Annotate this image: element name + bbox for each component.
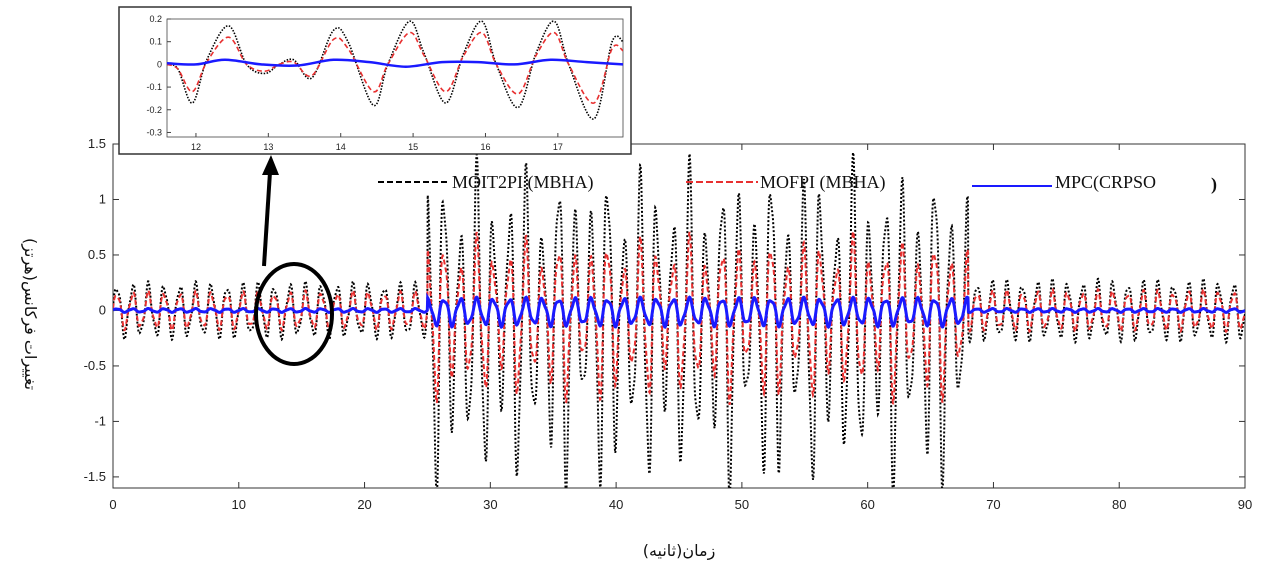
- inset-y-tick-label: 0.1: [149, 37, 162, 47]
- series-line-mofpi: [113, 230, 1245, 406]
- zoom-arrow-head: [262, 155, 279, 175]
- inset-series-group: [167, 20, 623, 120]
- legend-closing-paren: ): [1211, 174, 1217, 195]
- inset-x-tick-label: 17: [553, 142, 563, 152]
- main-series-group: [113, 151, 1245, 488]
- inset-y-tick-label: 0.2: [149, 14, 162, 24]
- inset-y-tick-label: -0.3: [146, 127, 162, 137]
- zoom-region-ellipse: [254, 262, 334, 366]
- inset-x-tick-label: 15: [408, 142, 418, 152]
- inset-ticks: 12 13 14 15 16 17 0.2 0.1 0 -0.1 -0.2 -0.3: [146, 14, 562, 152]
- legend-label-mpc: MPC(CRPSO: [1055, 172, 1156, 193]
- inset-x-tick-label: 13: [263, 142, 273, 152]
- y-tick-label: -1.5: [84, 469, 106, 484]
- inset-y-tick-label: 0: [157, 59, 162, 69]
- x-tick-label: 80: [1112, 497, 1126, 512]
- series-line-mpc: [113, 292, 1245, 329]
- x-tick-label: 60: [860, 497, 874, 512]
- inset-y-tick-label: -0.1: [146, 82, 162, 92]
- x-tick-label: 30: [483, 497, 497, 512]
- y-tick-label: -1: [94, 413, 106, 428]
- y-axis-title: تغییرات فرکانس(هرتز): [20, 238, 40, 390]
- inset-y-tick-label: -0.2: [146, 105, 162, 115]
- x-tick-label: 70: [986, 497, 1000, 512]
- zoom-arrow-shaft: [262, 171, 272, 267]
- y-tick-label: 1: [99, 191, 106, 206]
- inset-x-tick-label: 14: [336, 142, 346, 152]
- y-tick-label: 0.5: [88, 247, 106, 262]
- inset-series-line-moit2pi: [167, 20, 623, 120]
- inset-x-tick-label: 12: [191, 142, 201, 152]
- legend-label-mofpi: MOFPI (MBHA): [760, 172, 886, 193]
- x-tick-label: 40: [609, 497, 623, 512]
- y-tick-label: 0: [99, 302, 106, 317]
- x-tick-label: 0: [109, 497, 116, 512]
- inset-x-tick-label: 16: [480, 142, 490, 152]
- y-tick-label: -0.5: [84, 358, 106, 373]
- x-tick-label: 90: [1238, 497, 1252, 512]
- y-tick-label: 1.5: [88, 136, 106, 151]
- x-tick-label: 10: [232, 497, 246, 512]
- x-axis-title: زمان(ثانیه): [643, 541, 716, 561]
- inset-plot-frame: [166, 18, 624, 138]
- legend-label-moit2pi: MOIT2PI (MBHA): [452, 172, 594, 193]
- inset-series-line-mofpi: [167, 31, 623, 104]
- legend: MOIT2PI (MBHA) MOFPI (MBHA) MPC(CRPSO ): [378, 172, 1217, 195]
- main-ticks: 0 10 20 30 40 50 60 70 80 90 -1.5 -1 -0.5 0 0.5 1 1.5: [84, 136, 1253, 512]
- x-tick-label: 50: [735, 497, 749, 512]
- x-tick-label: 20: [357, 497, 371, 512]
- inset-series-line-mpc: [167, 58, 623, 68]
